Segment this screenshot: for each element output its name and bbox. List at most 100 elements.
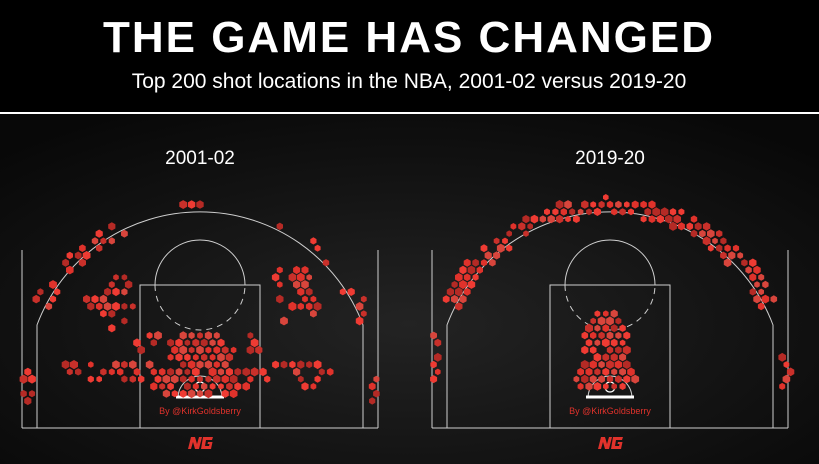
shot-hex: [121, 288, 128, 296]
shot-hex: [506, 244, 513, 252]
shot-hex: [669, 208, 677, 216]
shot-hex: [213, 332, 220, 339]
shot-hex: [434, 352, 442, 362]
shot-hex: [205, 346, 212, 354]
shot-hex: [179, 375, 187, 383]
shot-hex: [527, 223, 533, 230]
shot-hex: [615, 375, 622, 384]
shot-hex: [598, 331, 605, 340]
free-throw-circle-dashed: [564, 284, 656, 331]
shot-hex: [250, 338, 259, 348]
shot-hex: [585, 367, 593, 376]
shot-hex: [555, 200, 564, 210]
shot-hex: [192, 354, 199, 361]
shot-hex: [455, 273, 463, 282]
shot-hex: [623, 331, 631, 340]
shot-hex: [205, 375, 212, 383]
shot-hex: [112, 287, 120, 297]
shot-hex: [506, 230, 512, 237]
shot-hex: [54, 288, 61, 296]
shot-hex: [175, 368, 183, 376]
shot-hex: [187, 360, 196, 369]
shot-hex: [124, 280, 133, 289]
shot-hex: [569, 208, 576, 216]
shot-hex: [493, 237, 500, 245]
free-throw-circle: [564, 239, 656, 286]
shot-hex: [590, 201, 597, 208]
shot-hex: [502, 237, 508, 245]
shot-hex: [121, 229, 128, 238]
shot-hex: [171, 374, 179, 384]
shot-hex: [129, 303, 136, 310]
shot-hex: [631, 200, 639, 209]
shot-hex: [133, 368, 141, 376]
shot-hex: [602, 367, 610, 376]
shot-hex: [162, 389, 170, 398]
shot-hex: [463, 273, 471, 282]
shot-hex: [355, 302, 364, 311]
shot-hex: [720, 237, 727, 245]
shot-hex: [702, 236, 711, 246]
shot-hex: [175, 353, 183, 362]
shot-hex: [606, 316, 614, 326]
shot-hex: [770, 295, 778, 303]
shot-hex: [167, 353, 174, 361]
shot-hex: [581, 200, 589, 209]
shot-hex: [225, 353, 234, 362]
shot-hex: [66, 368, 73, 376]
shot-hex: [246, 345, 255, 355]
shot-hex: [306, 274, 312, 281]
shot-hex: [589, 346, 597, 354]
shot-hex: [301, 266, 309, 274]
shot-hex: [314, 375, 321, 383]
shot-hexes: [430, 194, 795, 391]
shot-hex: [272, 360, 280, 369]
shot-hex: [188, 375, 195, 383]
shot-hex: [196, 360, 204, 369]
shot-hex: [150, 339, 157, 347]
shot-hex: [175, 338, 183, 347]
shot-hex: [28, 390, 36, 398]
body-bg: [0, 114, 819, 464]
shot-hex: [712, 237, 718, 245]
shot-hex: [590, 331, 597, 340]
shot-hex: [749, 258, 757, 267]
shot-hex: [749, 288, 756, 296]
shot-hex: [19, 374, 28, 384]
shot-hex: [271, 273, 280, 282]
shot-hex: [297, 287, 305, 296]
court-panel: 2001-02 By @KirkGoldsberry: [19, 148, 380, 449]
shot-hex: [247, 375, 254, 383]
shot-hex: [694, 222, 702, 231]
shot-hex: [594, 339, 601, 347]
shot-hex: [162, 374, 171, 384]
shot-hex: [368, 382, 376, 391]
shot-hex: [264, 375, 271, 383]
shot-hex: [467, 265, 476, 275]
paint: [549, 284, 671, 429]
shot-hex: [49, 295, 57, 303]
shot-hex: [310, 309, 317, 318]
shot-hex: [476, 266, 483, 274]
shot-hex: [230, 346, 237, 354]
logo-mark: [611, 437, 623, 449]
shot-hex: [322, 259, 330, 267]
shot-hex: [472, 273, 479, 281]
shot-hex: [581, 374, 589, 384]
shot-hex: [602, 353, 610, 362]
paint: [139, 284, 261, 429]
shot-hex: [305, 287, 313, 296]
shot-hex: [318, 368, 325, 376]
shot-hex: [648, 200, 656, 209]
free-throw-circle: [154, 239, 246, 286]
shot-hex: [201, 382, 208, 391]
shot-hex: [434, 338, 442, 347]
shot-hex: [305, 302, 313, 311]
shot-hex: [745, 266, 752, 274]
shot-hex: [615, 317, 622, 325]
shot-hex: [702, 222, 711, 231]
shot-hex: [276, 294, 284, 304]
shot-hex: [221, 374, 229, 384]
shot-hex: [218, 383, 224, 390]
shot-hex: [184, 382, 191, 391]
